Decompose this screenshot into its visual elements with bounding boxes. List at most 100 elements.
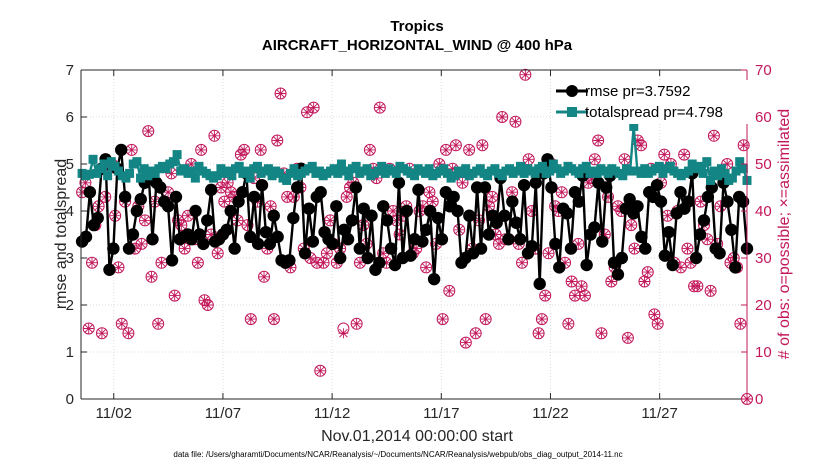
obs-possible-point: [479, 313, 492, 326]
totalspread-point: [515, 161, 525, 171]
totalspread-point: [194, 161, 204, 171]
obs-possible-point: [588, 153, 601, 166]
totalspread-point: [245, 173, 255, 183]
obs-assimilated-point: [222, 177, 233, 188]
obs-assimilated-point: [490, 229, 501, 240]
obs-possible-point: [519, 68, 532, 81]
obs-assimilated-point: [411, 243, 422, 254]
obs-assimilated-point: [146, 271, 157, 282]
obs-assimilated-point: [659, 149, 670, 160]
totalspread-point: [497, 171, 507, 181]
obs-assimilated-point: [116, 318, 127, 329]
obs-assimilated-point: [83, 323, 94, 334]
obs-assimilated-point: [143, 126, 154, 137]
totalspread-point: [143, 171, 153, 181]
totalspread-point: [625, 166, 635, 176]
totalspread-point: [92, 168, 102, 178]
obs-assimilated-point: [315, 365, 326, 376]
rmse-point: [478, 181, 492, 194]
rmse-point: [306, 235, 320, 248]
obs-assimilated-point: [368, 163, 379, 174]
rmse-point: [314, 186, 327, 199]
y-tick-label: 5: [66, 156, 74, 173]
rmse-point: [689, 251, 703, 265]
rmse-point: [420, 223, 433, 236]
rmse-point: [154, 181, 167, 194]
obs-possible-point: [122, 327, 135, 340]
obs-assimilated-point: [599, 229, 610, 240]
y-tick-label: 3: [66, 250, 74, 267]
legend-box: [554, 80, 750, 124]
totalspread-point: [132, 157, 142, 167]
obs-possible-point: [420, 261, 433, 274]
obs-assimilated-point: [626, 220, 637, 231]
obs-assimilated-point: [206, 229, 217, 240]
obs-assimilated-point: [560, 257, 571, 268]
y2-axis-label: # of obs: o=possible; ×=assimilated: [776, 109, 793, 359]
rmse-point: [435, 233, 449, 246]
obs-assimilated-point: [153, 318, 164, 329]
obs-possible-point: [707, 129, 720, 142]
obs-assimilated-point: [464, 144, 475, 155]
rmse-point: [259, 225, 273, 239]
obs-assimilated-point: [480, 314, 491, 325]
obs-possible-point: [135, 237, 148, 250]
totalspread-point: [512, 166, 522, 176]
totalspread-point: [705, 175, 715, 185]
obs-assimilated-point: [305, 253, 316, 263]
legend-rmse-label: rmse pr=3.7592: [585, 83, 690, 100]
x-tick-label: 11/07: [205, 405, 241, 422]
totalspread-point: [636, 168, 646, 178]
obs-possible-point: [542, 247, 555, 260]
obs-assimilated-point: [255, 144, 266, 155]
rmse-point: [631, 200, 644, 213]
obs-assimilated-point: [682, 243, 693, 254]
obs-assimilated-point: [192, 257, 203, 268]
obs-possible-point: [704, 284, 717, 297]
obs-assimilated-point: [381, 257, 392, 268]
rmse-point: [513, 233, 527, 246]
obs-assimilated-point: [239, 144, 250, 155]
obs-assimilated-point: [536, 314, 547, 325]
obs-assimilated-point: [460, 337, 471, 348]
totalspread-point: [274, 168, 284, 178]
totalspread-point: [212, 171, 222, 181]
rmse-point: [736, 195, 750, 208]
obs-possible-point: [350, 317, 363, 330]
obs-assimilated-point: [619, 154, 630, 165]
obs-possible-point: [258, 270, 271, 283]
legend: rmse pr=3.7592 totalspread pr=4.798: [554, 80, 750, 124]
rmse-point: [146, 233, 159, 246]
rmse-point: [255, 178, 269, 192]
x-tick-label: 11/27: [641, 405, 677, 422]
obs-assimilated-point: [629, 243, 640, 254]
rmse-point: [193, 228, 206, 241]
obs-assimilated-point: [209, 130, 220, 141]
obs-assimilated-point: [182, 210, 193, 221]
totalspread-point: [713, 171, 723, 181]
rmse-point: [650, 178, 664, 192]
obs-assimilated-point: [517, 257, 528, 268]
obs-possible-point: [211, 247, 224, 260]
obs-assimilated-point: [470, 328, 481, 339]
totalspread-point: [139, 164, 149, 174]
totalspread-point: [99, 159, 109, 169]
rmse-point: [232, 195, 245, 208]
obs-possible-point: [539, 289, 552, 302]
obs-possible-point: [443, 284, 456, 297]
totalspread-point: [263, 164, 273, 174]
obs-assimilated-point: [302, 107, 313, 118]
rmse-point: [302, 202, 316, 215]
rmse-point: [353, 242, 366, 255]
totalspread-point: [658, 168, 668, 178]
totalspread-point: [136, 173, 146, 183]
totalspread-point: [351, 161, 361, 171]
obs-possible-point: [142, 125, 155, 138]
rmse-point: [502, 233, 515, 246]
rmse-point: [298, 247, 312, 260]
totalspread-point: [315, 166, 325, 176]
obs-assimilated-point: [440, 144, 451, 155]
x-axis-label: Nov.01,2014 00:00:00 start: [321, 428, 513, 445]
obs-assimilated-point: [321, 248, 332, 259]
rmse-point: [588, 221, 601, 234]
